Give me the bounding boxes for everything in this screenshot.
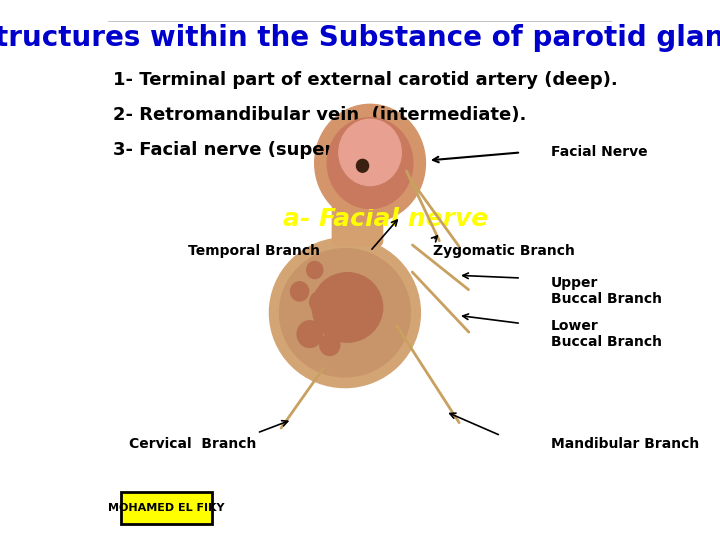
Circle shape — [297, 321, 323, 348]
Text: Lower
Buccal Branch: Lower Buccal Branch — [552, 319, 662, 349]
Text: MOHAMED EL FIKY: MOHAMED EL FIKY — [108, 503, 225, 513]
Circle shape — [328, 118, 413, 208]
Text: Temporal Branch: Temporal Branch — [188, 244, 320, 258]
Text: 3- Facial nerve (superficial).: 3- Facial nerve (superficial). — [114, 141, 398, 159]
Circle shape — [310, 292, 330, 313]
Ellipse shape — [312, 273, 382, 342]
Circle shape — [356, 159, 369, 172]
Text: Zygomatic Branch: Zygomatic Branch — [433, 244, 575, 258]
Text: Upper
Buccal Branch: Upper Buccal Branch — [552, 276, 662, 307]
Circle shape — [320, 334, 340, 355]
Circle shape — [307, 261, 323, 279]
Text: Cervical  Branch: Cervical Branch — [130, 437, 257, 451]
Text: Facial Nerve: Facial Nerve — [552, 145, 648, 159]
Text: a- Facial nerve: a- Facial nerve — [282, 207, 487, 231]
Text: Structures within the Substance of parotid gland: Structures within the Substance of parot… — [0, 24, 720, 51]
Ellipse shape — [269, 238, 420, 388]
FancyBboxPatch shape — [333, 203, 382, 246]
Circle shape — [291, 282, 309, 301]
Ellipse shape — [279, 248, 410, 377]
Circle shape — [339, 119, 401, 186]
FancyBboxPatch shape — [121, 492, 212, 524]
Text: Mandibular Branch: Mandibular Branch — [552, 437, 699, 451]
Circle shape — [315, 104, 426, 222]
Text: 2- Retromandibular vein  (intermediate).: 2- Retromandibular vein (intermediate). — [114, 106, 527, 124]
Text: 1- Terminal part of external carotid artery (deep).: 1- Terminal part of external carotid art… — [114, 71, 618, 89]
